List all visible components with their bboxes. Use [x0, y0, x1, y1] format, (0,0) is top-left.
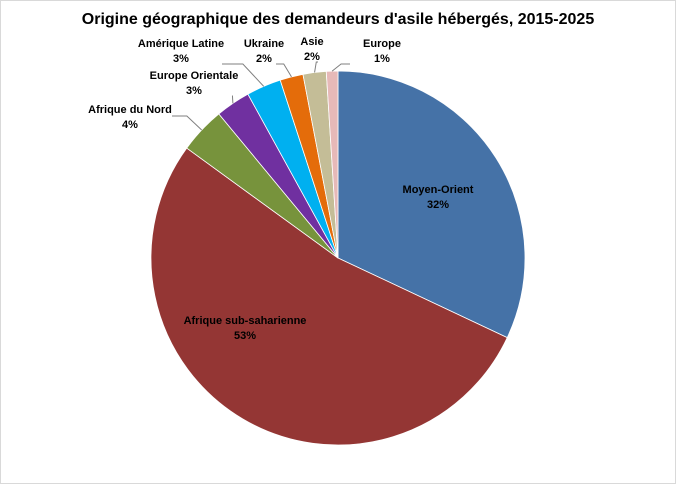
slice-label: Moyen-Orient: [403, 184, 474, 196]
leader-line: [331, 63, 350, 72]
slice-value-label: 1%: [374, 53, 390, 65]
leader-line: [276, 63, 292, 78]
slice-value-label: 2%: [256, 53, 272, 65]
slice-label: Europe: [363, 38, 401, 50]
leader-line: [222, 63, 265, 87]
slice-label: Amérique Latine: [138, 38, 224, 50]
slice-value-label: 53%: [234, 330, 256, 342]
leader-line: [231, 95, 234, 104]
pie-slice: [337, 70, 526, 339]
slice-value-label: 3%: [173, 53, 189, 65]
slice-label: Afrique du Nord: [88, 104, 172, 116]
pie-slice: [325, 70, 339, 259]
slice-value-label: 2%: [304, 51, 320, 63]
slice-value-label: 32%: [427, 199, 449, 211]
leader-line: [172, 115, 203, 131]
chart-title: Origine géographique des demandeurs d'as…: [82, 11, 595, 28]
slice-label: Europe Orientale: [150, 70, 239, 82]
pie-slice: [150, 147, 508, 446]
slice-label: Ukraine: [244, 38, 284, 50]
slice-label: Asie: [300, 36, 323, 48]
slice-value-label: 3%: [186, 85, 202, 97]
leader-line: [314, 61, 318, 73]
slice-label: Afrique sub-saharienne: [184, 315, 307, 327]
slice-value-label: 4%: [122, 119, 138, 131]
